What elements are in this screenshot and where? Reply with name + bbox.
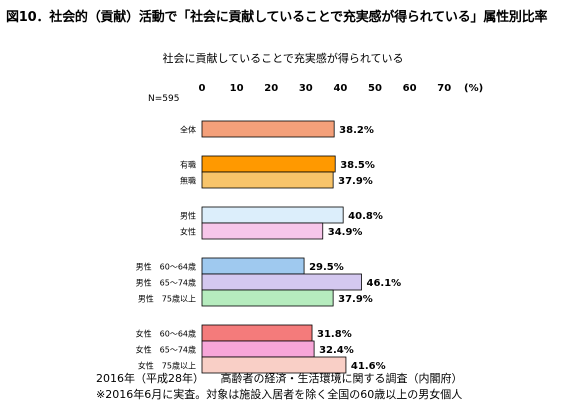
bar (201, 222, 324, 240)
category-label: 男性 60～64歳 (136, 262, 196, 272)
figure-title: 図10．社会的（貢献）活動で「社会に貢献していることで充実感が得られている」属性… (6, 10, 548, 25)
x-tick-label: 40 (333, 83, 347, 94)
category-label: 女性 75歳以上 (138, 361, 196, 371)
category-label: 女性 60～64歳 (136, 329, 196, 339)
x-tick-label: 50 (368, 83, 382, 94)
bar (201, 120, 335, 138)
axis-unit-label: (%) (464, 83, 483, 94)
bar (201, 356, 347, 374)
bar (201, 340, 315, 358)
category-label: 無職 (180, 176, 196, 186)
value-label: 40.8% (348, 211, 383, 222)
x-tick-label: 30 (299, 83, 313, 94)
x-tick-label: 60 (403, 83, 417, 94)
bar (201, 289, 334, 307)
category-label: 男性 65～74歳 (136, 278, 196, 288)
bars-group: 全体 38.2% 有職 38.5% 無職 37.9% 男性 40.8% 女性 34.9% 男性 60… (136, 120, 402, 374)
category-label: 男性 (180, 211, 196, 221)
value-label: 38.5% (340, 160, 375, 171)
bar (201, 324, 313, 342)
category-label: 有職 (180, 160, 196, 170)
footnote-survey-note: ※2016年6月に実査。対象は施設入居者を除く全国の60歳以上の男女個人 (96, 388, 463, 401)
category-label: 全体 (180, 125, 196, 135)
sample-size-label: N=595 (148, 94, 179, 104)
x-tick-label: 70 (437, 83, 451, 94)
value-label: 31.8% (317, 329, 352, 340)
category-label: 女性 (180, 227, 196, 237)
chart-subtitle: 社会に貢献していることで充実感が得られている (162, 51, 403, 65)
x-tick-label: 0 (199, 83, 206, 94)
x-tick-label: 20 (264, 83, 278, 94)
footnote-source: 2016年（平成28年） 高齢者の経済・生活環境に関する調査（内閣府） (96, 372, 463, 385)
value-label: 41.6% (351, 361, 386, 372)
value-label: 38.2% (339, 125, 374, 136)
bar (201, 257, 305, 275)
x-tick-label: 10 (230, 83, 244, 94)
bar (201, 171, 334, 189)
x-axis-ticks: 0 10 20 30 40 50 60 70 (199, 83, 452, 94)
value-label: 37.9% (338, 294, 373, 305)
value-label: 29.5% (309, 262, 344, 273)
bar (201, 273, 362, 291)
value-label: 37.9% (338, 176, 373, 187)
bar (201, 155, 336, 173)
value-label: 46.1% (367, 278, 402, 289)
value-label: 32.4% (319, 345, 354, 356)
bar (201, 206, 344, 224)
category-label: 男性 75歳以上 (138, 294, 196, 304)
category-label: 女性 65～74歳 (136, 345, 196, 355)
value-label: 34.9% (328, 227, 363, 238)
